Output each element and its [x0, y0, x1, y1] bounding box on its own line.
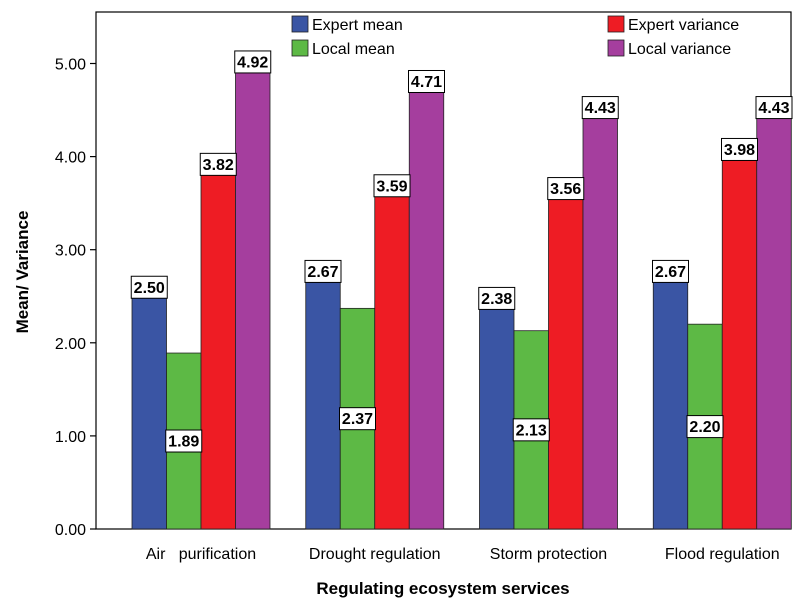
data-label: 1.89 — [168, 434, 199, 451]
data-label: 2.13 — [516, 422, 547, 439]
y-tick-label: 1.00 — [55, 429, 86, 446]
data-label-box — [755, 96, 793, 120]
bar — [305, 280, 341, 530]
bar — [479, 307, 515, 530]
y-tick-label: 5.00 — [55, 57, 86, 74]
bar — [756, 116, 792, 530]
data-label: 2.38 — [481, 291, 512, 308]
data-label-box — [686, 415, 724, 439]
legend-swatch — [607, 15, 625, 33]
x-axis-title: Regulating ecosystem services — [316, 579, 569, 598]
bar — [131, 295, 167, 530]
data-label-box — [478, 286, 516, 310]
data-label-box — [130, 275, 168, 299]
legend-swatch — [291, 39, 309, 57]
data-label: 3.59 — [376, 178, 407, 195]
data-label-box — [512, 418, 550, 442]
y-ticks-group: 0.00 1.00 2.00 3.00 4.00 5.00 — [55, 57, 96, 539]
bar — [582, 116, 618, 530]
legend-label: Local variance — [628, 41, 731, 58]
y-axis-title: Mean/ Variance — [13, 211, 32, 334]
data-label: 3.82 — [203, 157, 234, 174]
category-label: Air purification — [146, 546, 256, 563]
legend-swatch — [291, 15, 309, 33]
data-label-box — [373, 174, 411, 198]
legend-label: Expert mean — [312, 17, 403, 34]
legend-label: Expert variance — [628, 17, 739, 34]
data-labels-group: 2.50 1.89 3.82 4.92 2.67 2.37 3.59 4.71 2.38 2.13… — [130, 50, 793, 453]
bar — [408, 90, 445, 530]
data-label: 4.43 — [758, 100, 789, 117]
data-label-box — [199, 152, 237, 176]
data-label: 4.71 — [411, 74, 442, 91]
y-tick-label: 0.00 — [55, 522, 86, 539]
data-label-box — [339, 407, 376, 431]
data-label-box — [165, 429, 203, 453]
data-label-box — [408, 69, 445, 93]
bar — [652, 280, 689, 530]
legend: Expert mean Local mean Expert variance Loca… — [291, 15, 739, 58]
data-label: 2.67 — [655, 264, 686, 281]
category-label: Storm protection — [490, 546, 607, 563]
data-label: 3.98 — [724, 142, 755, 159]
data-label-box — [581, 96, 619, 120]
legend-swatch — [607, 39, 625, 57]
data-label: 4.92 — [237, 54, 268, 71]
data-label-box — [234, 50, 272, 74]
y-tick-label: 4.00 — [55, 150, 86, 167]
data-label-box — [547, 177, 585, 201]
y-tick-label: 2.00 — [55, 336, 86, 353]
data-label-box — [721, 137, 758, 161]
data-label-box — [304, 259, 342, 283]
data-label: 3.56 — [550, 181, 581, 198]
y-tick-label: 3.00 — [55, 243, 86, 260]
data-label: 2.20 — [689, 419, 720, 436]
bar — [235, 70, 271, 530]
bars-group — [131, 70, 792, 530]
data-label-box — [652, 259, 689, 283]
bar — [548, 197, 584, 530]
bar — [721, 158, 758, 530]
bar — [200, 172, 236, 530]
category-label: Flood regulation — [665, 546, 780, 563]
legend-label: Local mean — [312, 41, 395, 58]
category-labels-group: Air purification Drought regulation Storm … — [146, 546, 780, 563]
data-label: 2.50 — [134, 280, 165, 297]
bar — [374, 194, 410, 530]
category-label: Drought regulation — [309, 546, 441, 563]
data-label: 2.67 — [307, 264, 338, 281]
data-label: 4.43 — [585, 100, 616, 117]
data-label: 2.37 — [342, 411, 373, 428]
